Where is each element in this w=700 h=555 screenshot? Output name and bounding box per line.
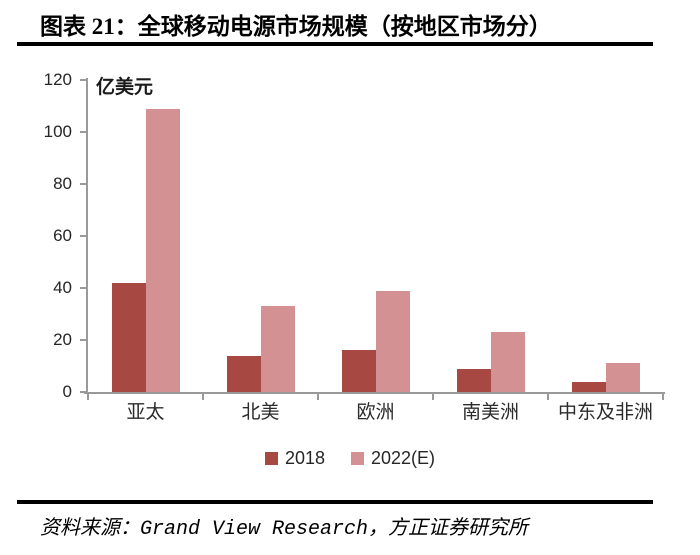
bar-2022e xyxy=(605,363,640,392)
y-tick-mark xyxy=(80,391,86,393)
legend-swatch-icon xyxy=(264,451,278,465)
y-axis-line xyxy=(86,78,88,394)
title-underline xyxy=(17,42,653,46)
y-tick-mark xyxy=(80,287,86,289)
y-tick-mark xyxy=(80,235,86,237)
legend-item: 2018 xyxy=(264,447,325,469)
y-tick-label: 20 xyxy=(53,330,72,349)
x-tick-mark xyxy=(662,394,664,400)
legend-label: 2018 xyxy=(284,447,325,468)
legend-item: 2022(E) xyxy=(351,448,435,469)
bar-2018 xyxy=(111,282,146,392)
x-tick-mark xyxy=(87,394,89,400)
chart-legend: 2018 2022(E) xyxy=(0,446,700,470)
y-axis-unit-label: 亿美元 xyxy=(96,77,154,98)
category-label: 南美洲 xyxy=(461,402,519,423)
y-tick-label: 100 xyxy=(43,122,72,141)
y-tick-mark xyxy=(80,339,86,341)
x-axis-line xyxy=(84,392,665,394)
legend-label: 2022(E) xyxy=(371,447,436,468)
y-tick-mark xyxy=(80,79,86,81)
category-label: 中东及非洲 xyxy=(557,402,653,423)
bar-2022e xyxy=(260,306,295,392)
legend-swatch-icon xyxy=(351,451,364,465)
x-tick-mark xyxy=(317,394,319,400)
source-note: 资料来源：Grand View Research，方正证券研究所 xyxy=(40,518,529,541)
bar-2018 xyxy=(571,381,606,392)
y-tick-label: 0 xyxy=(62,382,72,401)
x-tick-mark xyxy=(547,394,549,400)
footer-rule xyxy=(17,500,653,504)
figure-title: 图表 21：全球移动电源市场规模（按地区市场分） xyxy=(40,14,552,39)
x-tick-mark xyxy=(432,394,434,400)
category-label: 欧洲 xyxy=(356,402,395,423)
bar-2022e xyxy=(490,332,525,392)
y-tick-label: 80 xyxy=(53,174,72,193)
y-tick-mark xyxy=(80,131,86,133)
bar-2022e xyxy=(145,108,180,392)
y-tick-mark xyxy=(80,183,86,185)
x-tick-mark xyxy=(202,394,204,400)
y-tick-label: 60 xyxy=(53,226,72,245)
y-tick-label: 40 xyxy=(53,278,72,297)
y-tick-label: 120 xyxy=(43,70,72,89)
category-label: 北美 xyxy=(241,402,280,423)
bar-2018 xyxy=(226,355,261,392)
category-label: 亚太 xyxy=(126,402,165,423)
bar-2018 xyxy=(341,350,376,392)
bar-2018 xyxy=(456,368,491,392)
bar-2022e xyxy=(375,290,410,392)
